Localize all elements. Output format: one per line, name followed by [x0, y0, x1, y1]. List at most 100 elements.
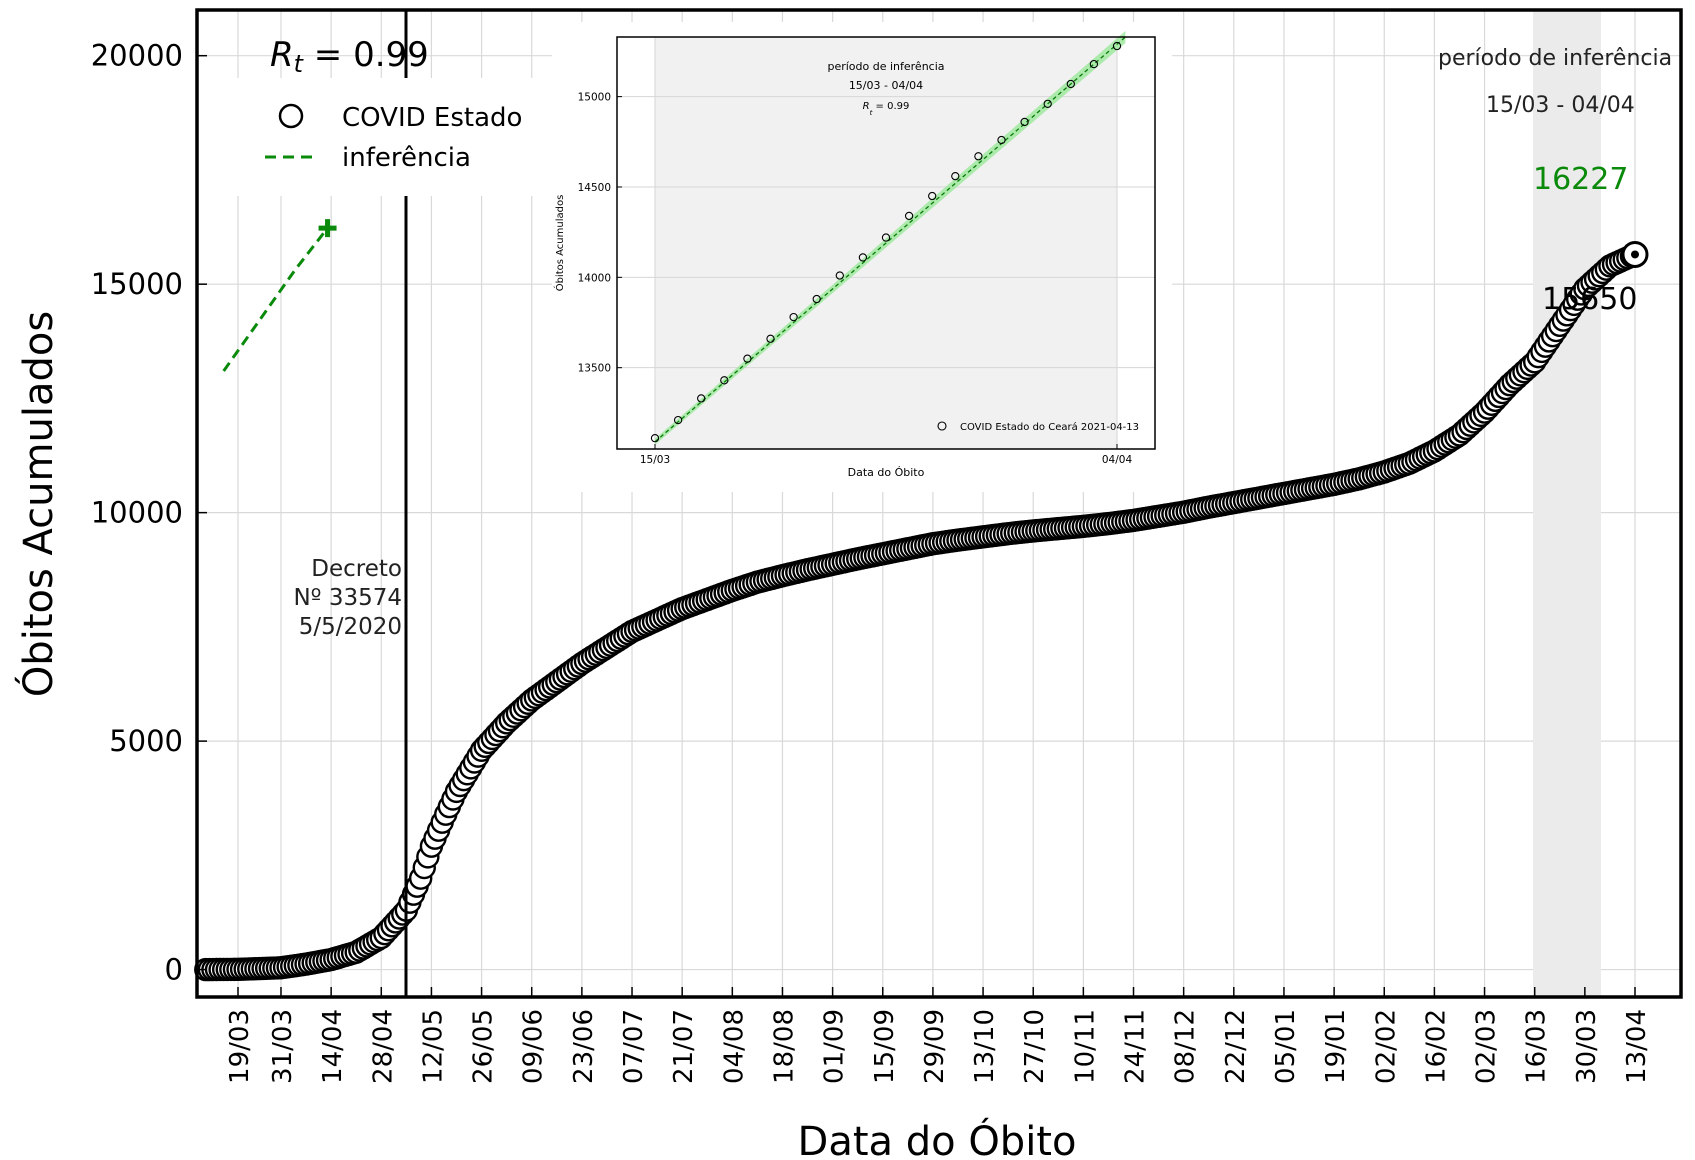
main-y-tick-label: 10000 — [91, 496, 183, 530]
inset-data-point — [789, 312, 798, 322]
inset-plot-frame — [616, 36, 1156, 450]
main-x-axis-label: Data do Óbito — [798, 1117, 1077, 1160]
main-x-tick-label: 15/09 — [870, 1009, 900, 1084]
main-y-axis-label: Óbitos Acumulados — [14, 311, 62, 697]
main-x-tick-label: 08/12 — [1171, 1009, 1201, 1084]
main-y-tick-label: 5000 — [109, 724, 183, 758]
main-x-tick-label: 23/06 — [569, 1009, 599, 1084]
main-rt-label-text: Rt = 0.99 — [270, 35, 429, 78]
main-inference-period-dates: 15/03 - 04/04 — [1486, 93, 1635, 118]
inset-y-tick-label: 14000 — [578, 272, 611, 284]
main-y-tick-label: 0 — [165, 953, 183, 987]
inset-inference-polyline — [654, 36, 1126, 443]
main-x-tick-label: 01/09 — [820, 1009, 850, 1084]
main-x-tick-label: 10/11 — [1070, 1009, 1100, 1084]
inset-grid — [617, 37, 1155, 449]
inset-data-point — [1112, 41, 1122, 51]
main-axes: 19/03 31/03 14/04 28/04 12/05 26/05 09/06 23/06… — [91, 39, 1652, 1084]
inset-data-point — [835, 271, 844, 280]
inset-x-tick-label: 15/03 — [640, 454, 670, 466]
main-inference-polyline — [222, 227, 329, 372]
main-inference-period-band — [1533, 10, 1601, 997]
inset-y-tick-label: 15000 — [578, 92, 611, 104]
decree-label-line2: Nº 33574 — [293, 585, 402, 611]
main-projected-point-marker — [318, 219, 337, 238]
legend-background — [236, 78, 546, 196]
main-x-tick-label: 24/11 — [1121, 1009, 1151, 1084]
legend-label-inference: inferência — [342, 143, 471, 173]
inset-data-point — [1043, 99, 1052, 109]
inset-axes: 13500 14000 14500 15000 15/03 04/04 — [578, 92, 1133, 466]
inset-data-point — [766, 334, 775, 343]
main-x-tick-label: 22/12 — [1221, 1009, 1251, 1084]
inset-data-point — [858, 253, 868, 262]
inset-data-point — [951, 171, 960, 181]
projected-value-label: 16227 — [1533, 162, 1628, 197]
inset-data-point — [673, 415, 683, 425]
last-value-label: 15650 — [1542, 282, 1637, 317]
main-x-tick-label: 13/04 — [1622, 1009, 1652, 1084]
main-x-tick-label: 02/02 — [1371, 1009, 1401, 1084]
inset-data-point — [812, 294, 821, 304]
inset-legend-label: COVID Estado do Ceará 2021-04-13 — [960, 421, 1139, 433]
decree-label-line1: Decreto — [311, 556, 402, 582]
main-x-tick-label: 05/01 — [1271, 1009, 1301, 1084]
main-inference-line — [222, 219, 337, 372]
inset-y-tick-label: 14500 — [578, 182, 611, 194]
inset-data-point — [974, 152, 983, 161]
main-x-tick-label: 14/04 — [318, 1009, 348, 1084]
main-inference-period-label: período de inferência — [1438, 46, 1672, 71]
inset-data-point — [743, 354, 752, 363]
decree-label-line3: 5/5/2020 — [299, 614, 402, 640]
main-x-tick-label: 09/06 — [519, 1009, 549, 1084]
main-y-tick-label: 15000 — [91, 267, 183, 301]
inset-data-point — [997, 135, 1006, 145]
main-last-data-point-center — [1631, 250, 1639, 259]
inset-annotation-dates: 15/03 - 04/04 — [849, 79, 923, 92]
inset-data-point — [697, 394, 706, 403]
inset-annotation-title: período de inferência — [827, 60, 944, 73]
main-x-tick-label: 27/10 — [1020, 1009, 1050, 1084]
inset-data-point — [650, 434, 660, 443]
inset-y-axis-label: Óbitos Acumulados — [553, 195, 566, 292]
main-x-tick-label: 29/09 — [920, 1009, 950, 1084]
inset-chart: 13500 14000 14500 15000 15/03 04/04 período d… — [552, 22, 1172, 492]
inset-data-point — [881, 233, 891, 242]
inset-data-point — [904, 211, 914, 221]
main-x-tick-label: 12/05 — [418, 1009, 448, 1084]
inset-data-point — [1020, 117, 1029, 127]
main-x-tick-label: 19/01 — [1321, 1009, 1351, 1084]
main-x-tick-label: 18/08 — [769, 1009, 799, 1084]
inset-data-point — [1089, 59, 1099, 69]
inset-data-point — [720, 376, 729, 385]
inset-data-series — [650, 41, 1122, 443]
main-rt-label: Rt = 0.99 — [270, 35, 429, 78]
main-x-tick-label: 04/08 — [719, 1009, 749, 1084]
inset-legend-marker — [937, 421, 947, 431]
main-x-tick-label: 21/07 — [669, 1009, 699, 1084]
inset-y-tick-label: 13500 — [578, 363, 611, 375]
main-x-tick-label: 16/03 — [1522, 1009, 1552, 1084]
main-data-series — [194, 240, 1649, 982]
main-x-tick-label: 30/03 — [1572, 1009, 1602, 1084]
main-x-tick-label: 02/03 — [1472, 1009, 1502, 1084]
main-x-tick-label: 28/04 — [368, 1009, 398, 1084]
inset-x-tick-label: 04/04 — [1102, 454, 1133, 466]
main-y-tick-label: 20000 — [91, 39, 183, 73]
main-plot-frame — [195, 8, 1683, 999]
legend-marker-observed — [278, 103, 304, 129]
legend-label-observed: COVID Estado — [342, 103, 522, 133]
main-x-tick-label: 07/07 — [619, 1009, 649, 1084]
main-x-tick-label: 31/03 — [268, 1009, 298, 1084]
main-x-tick-label: 16/02 — [1421, 1009, 1451, 1084]
inset-data-point — [928, 191, 937, 201]
inset-x-axis-label: Data do Óbito — [848, 466, 925, 479]
main-x-tick-label: 13/10 — [970, 1009, 1000, 1084]
inset-inference-line — [654, 36, 1126, 443]
main-x-tick-label: 26/05 — [469, 1009, 499, 1084]
main-x-tick-label: 19/03 — [225, 1009, 255, 1084]
inset-data-point — [1066, 79, 1075, 89]
main-legend: COVID Estado inferência — [236, 78, 546, 196]
inset-rt-label: Rt = 0.99 — [863, 101, 910, 117]
